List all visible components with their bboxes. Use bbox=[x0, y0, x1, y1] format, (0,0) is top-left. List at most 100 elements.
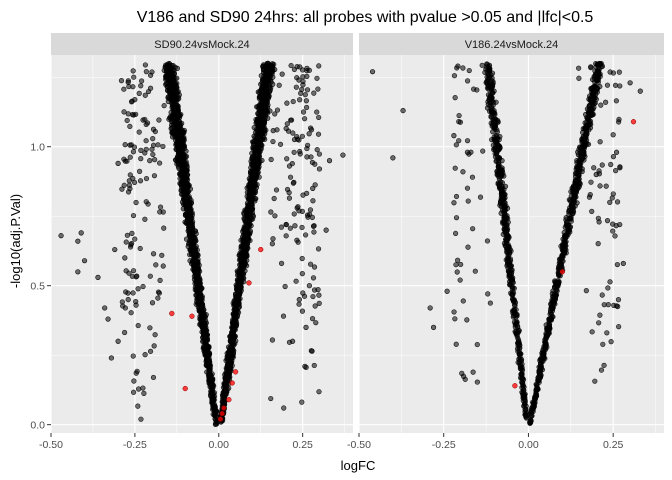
data-point bbox=[516, 340, 522, 346]
data-point bbox=[291, 211, 297, 217]
data-point bbox=[316, 114, 322, 121]
data-point bbox=[510, 292, 516, 298]
data-point bbox=[452, 95, 458, 101]
data-point bbox=[147, 158, 153, 164]
outlier-point bbox=[369, 69, 376, 75]
data-point bbox=[121, 156, 127, 162]
data-point bbox=[579, 168, 585, 175]
data-point bbox=[297, 97, 303, 103]
panel-strip bbox=[51, 33, 353, 55]
data-point bbox=[582, 137, 588, 143]
data-point bbox=[292, 223, 298, 229]
data-point bbox=[147, 72, 154, 78]
data-point bbox=[304, 190, 310, 196]
data-point bbox=[575, 152, 581, 158]
data-point bbox=[605, 285, 611, 291]
data-point bbox=[300, 109, 307, 115]
data-point bbox=[141, 390, 147, 397]
data-point bbox=[171, 128, 177, 134]
data-point bbox=[562, 246, 568, 252]
data-point bbox=[531, 404, 537, 410]
data-point bbox=[178, 129, 185, 135]
data-point bbox=[580, 148, 586, 154]
outlier-point bbox=[340, 152, 346, 158]
data-point bbox=[140, 283, 146, 290]
data-point bbox=[464, 78, 471, 84]
data-point bbox=[504, 233, 510, 239]
data-point bbox=[253, 136, 259, 142]
data-point bbox=[492, 150, 498, 157]
data-point bbox=[565, 227, 572, 233]
data-point bbox=[517, 362, 523, 368]
outlier-point bbox=[102, 305, 108, 311]
data-point bbox=[455, 257, 461, 263]
data-point bbox=[282, 283, 288, 290]
data-point bbox=[291, 149, 297, 155]
data-point bbox=[155, 289, 162, 295]
data-point bbox=[179, 191, 185, 197]
data-point bbox=[612, 82, 619, 88]
data-point bbox=[299, 308, 306, 314]
data-point bbox=[119, 186, 125, 192]
data-point bbox=[521, 403, 527, 409]
data-point bbox=[136, 129, 142, 135]
outlier-point bbox=[306, 283, 312, 289]
data-point bbox=[557, 262, 563, 269]
data-point bbox=[523, 414, 529, 420]
data-point bbox=[152, 332, 158, 338]
data-point bbox=[137, 245, 143, 252]
data-point bbox=[267, 108, 273, 114]
data-point bbox=[299, 67, 306, 73]
data-point bbox=[208, 377, 214, 383]
data-point bbox=[284, 156, 290, 162]
data-point bbox=[238, 265, 245, 271]
data-point bbox=[313, 320, 319, 326]
data-point bbox=[608, 161, 614, 168]
data-point bbox=[316, 151, 323, 157]
data-point bbox=[133, 370, 139, 376]
data-point bbox=[243, 229, 249, 235]
data-point bbox=[552, 283, 558, 289]
highlight-point bbox=[217, 416, 224, 422]
data-point bbox=[596, 219, 602, 225]
data-point bbox=[274, 107, 281, 113]
data-point bbox=[180, 160, 186, 167]
y-tick-label: 0.5 bbox=[30, 281, 45, 293]
data-point bbox=[540, 350, 547, 357]
data-point bbox=[599, 162, 605, 168]
data-point bbox=[510, 285, 516, 291]
outlier-point bbox=[400, 107, 406, 114]
data-point bbox=[151, 173, 158, 179]
data-point bbox=[287, 225, 293, 231]
data-point bbox=[489, 83, 496, 89]
data-point bbox=[519, 367, 526, 373]
data-point bbox=[143, 121, 149, 128]
data-point bbox=[166, 74, 172, 80]
data-point bbox=[310, 223, 317, 229]
data-point bbox=[492, 123, 499, 129]
data-point bbox=[522, 397, 528, 403]
data-point bbox=[135, 386, 142, 392]
data-point bbox=[263, 100, 269, 106]
data-point bbox=[302, 116, 308, 122]
data-point bbox=[576, 162, 582, 168]
data-point bbox=[592, 88, 598, 95]
data-point bbox=[250, 190, 256, 196]
data-point bbox=[454, 269, 460, 275]
data-point bbox=[470, 226, 476, 232]
data-point bbox=[299, 399, 305, 405]
data-point bbox=[290, 130, 296, 136]
data-point bbox=[256, 161, 262, 167]
data-point bbox=[203, 328, 209, 334]
data-point bbox=[304, 73, 310, 79]
grid-lines bbox=[358, 55, 664, 433]
data-point bbox=[304, 145, 310, 152]
data-point bbox=[614, 199, 621, 205]
data-point bbox=[595, 76, 601, 83]
data-point bbox=[474, 379, 480, 385]
data-point bbox=[312, 303, 318, 309]
data-point bbox=[611, 302, 617, 308]
data-point bbox=[302, 363, 308, 369]
data-point bbox=[126, 178, 132, 184]
data-point bbox=[472, 268, 478, 274]
